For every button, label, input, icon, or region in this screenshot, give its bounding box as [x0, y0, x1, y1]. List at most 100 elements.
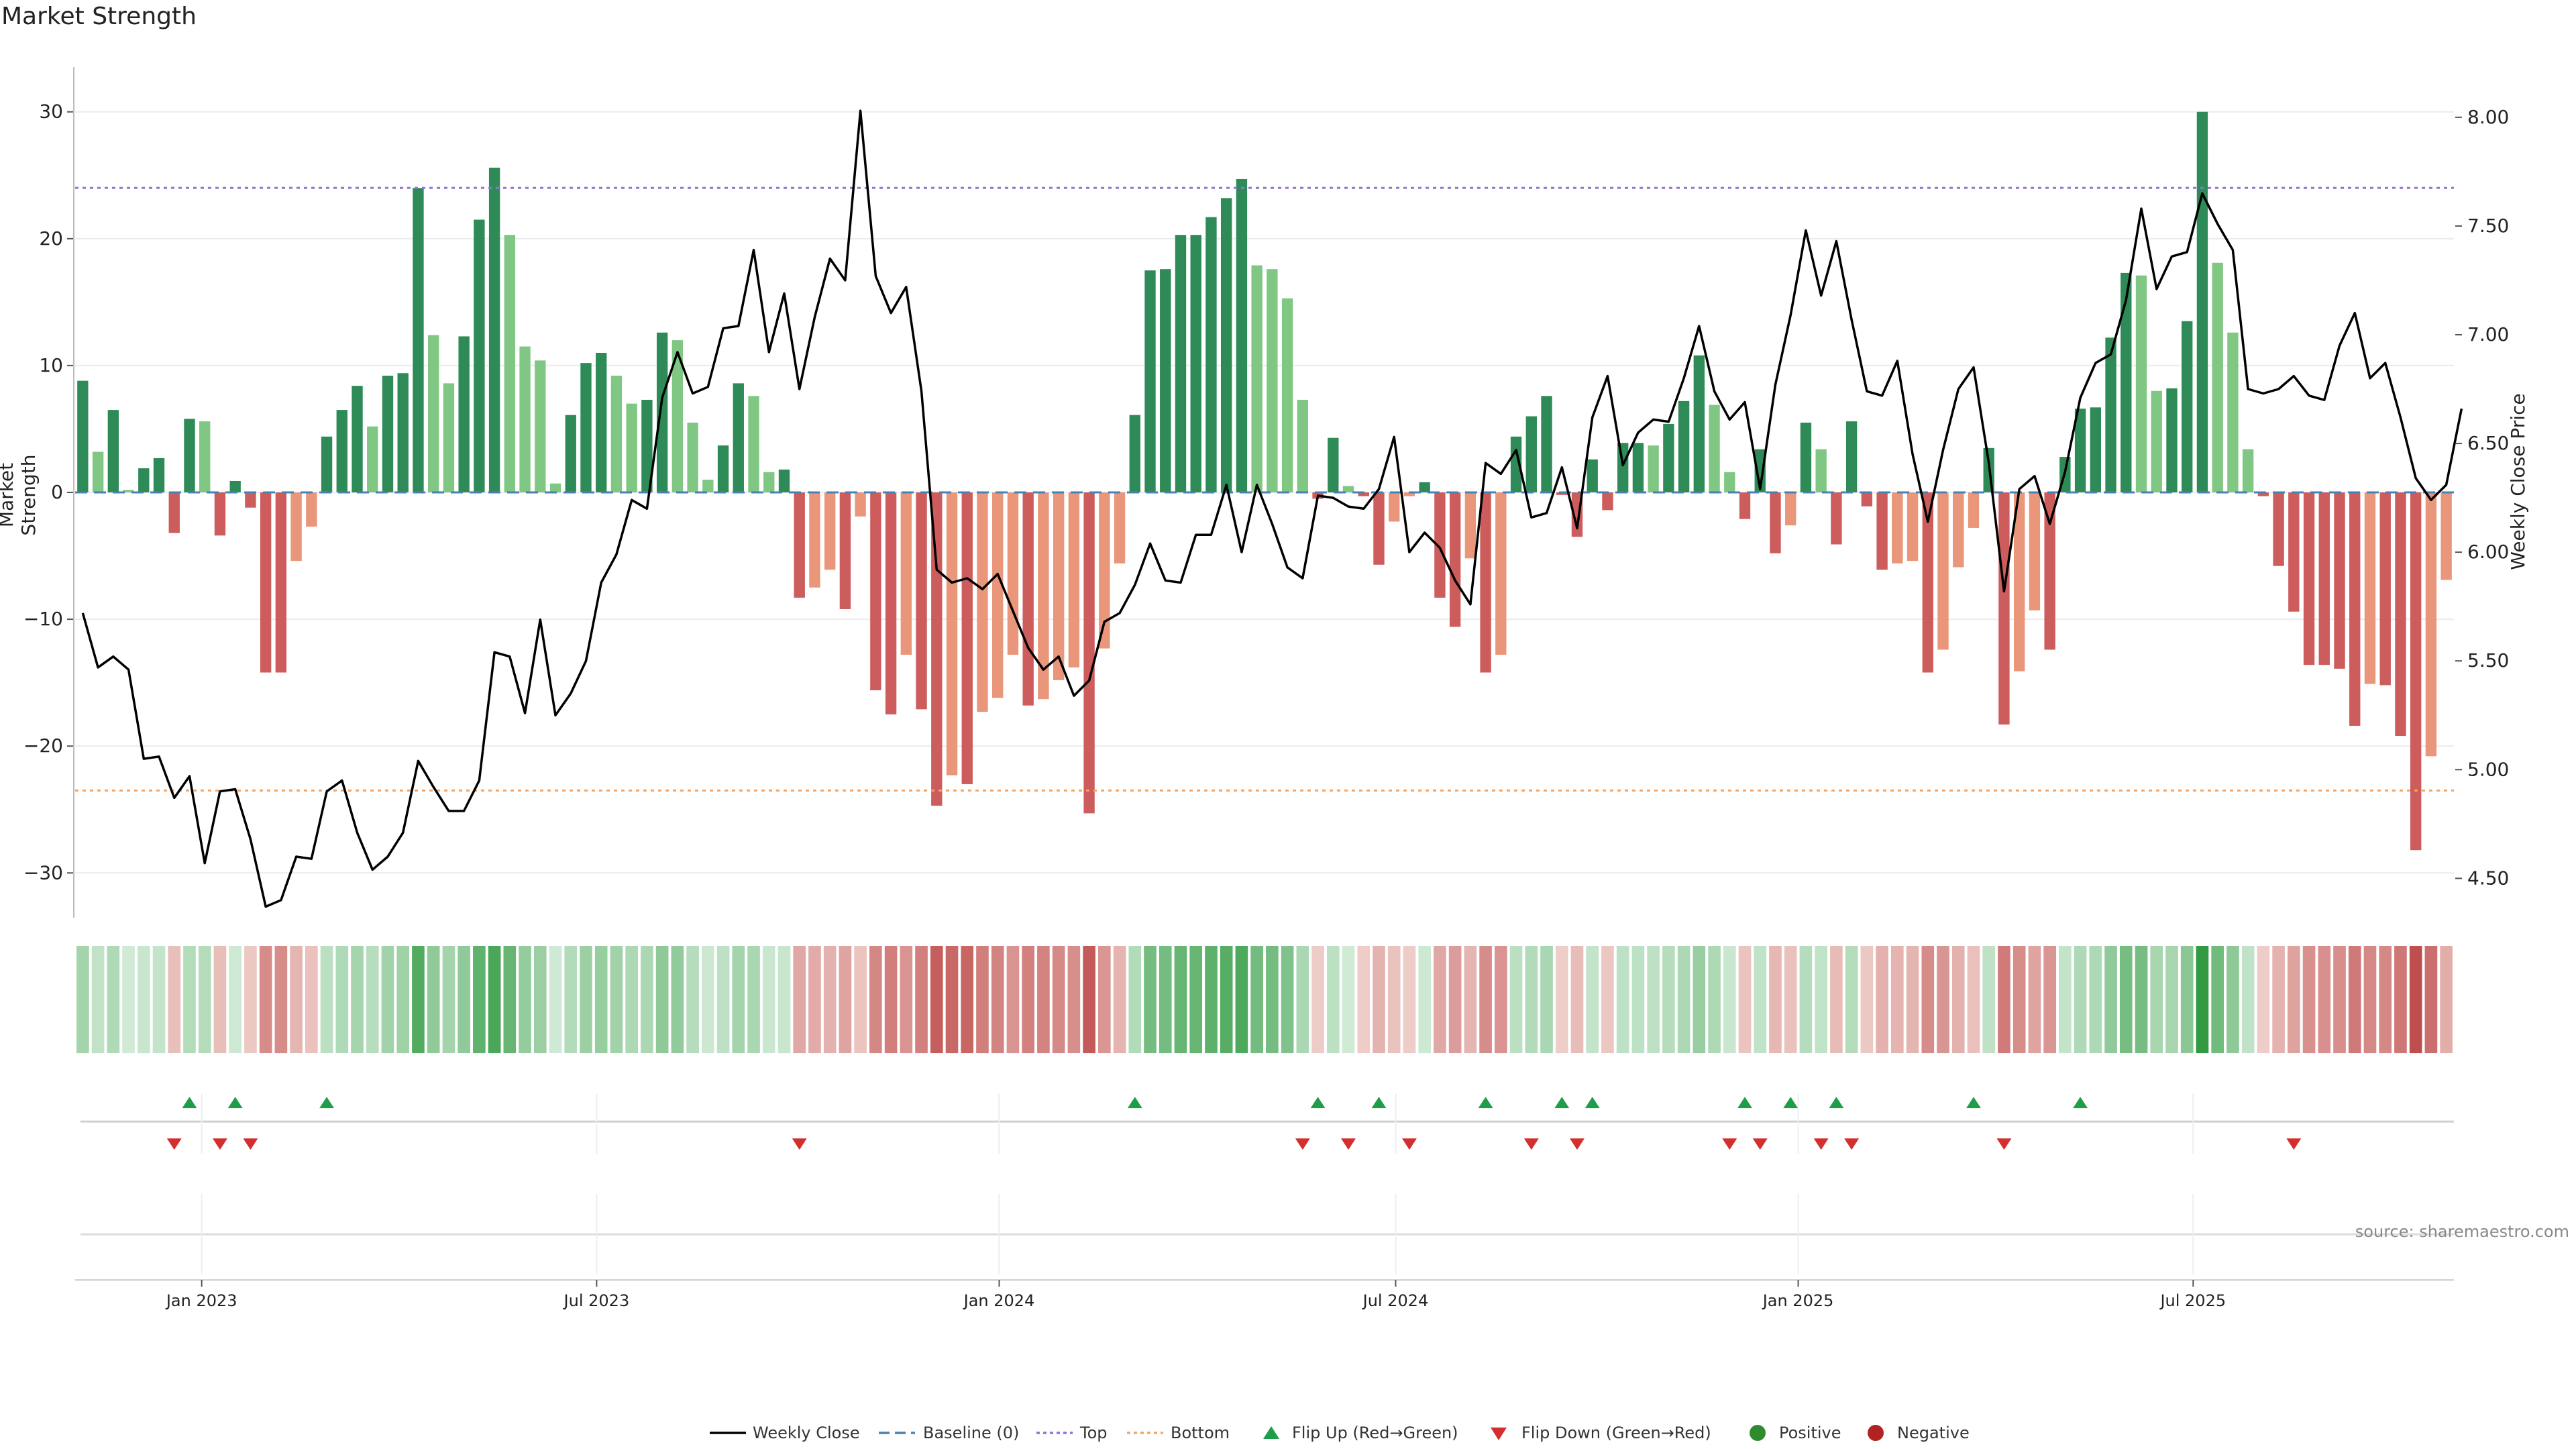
strength-bar — [2440, 492, 2452, 580]
heat-cell — [137, 946, 150, 1053]
heat-cell — [945, 946, 959, 1053]
strength-bar — [1770, 492, 1781, 553]
heat-cell — [2211, 946, 2224, 1053]
strength-bar — [336, 410, 347, 492]
heat-cell — [2043, 946, 2056, 1053]
flip-up-marker — [1966, 1097, 1981, 1108]
time-axis: Jan 2023 Jul 2023 Jan 2024 Jul 2024 Jan 2025… — [75, 1279, 2454, 1310]
heat-cell — [1555, 946, 1568, 1053]
flip-down-marker — [212, 1138, 227, 1150]
strength-bar — [199, 421, 211, 492]
strength-bar — [2242, 449, 2254, 492]
strength-bar — [1922, 492, 1933, 673]
strength-bar — [1053, 492, 1065, 680]
heat-cell — [1830, 946, 1843, 1053]
axes: −30 −20 −10 0 10 20 30 4.50 5.00 5.50 6.00 6.50 7.00… — [23, 67, 2509, 918]
heat-cell — [1235, 946, 1248, 1053]
strength-bar — [855, 492, 866, 517]
x-tick-label: Jul 2024 — [1362, 1291, 1429, 1310]
flip-down-marker — [243, 1138, 258, 1150]
flip-up-marker — [1371, 1097, 1387, 1108]
heat-cell — [335, 946, 349, 1053]
strength-bar — [2182, 321, 2193, 492]
strength-bar — [1876, 492, 1888, 570]
strength-bar — [1739, 492, 1751, 519]
heat-cell — [1342, 946, 1355, 1053]
strength-bar — [488, 167, 500, 492]
strength-bar — [1815, 449, 1827, 492]
strength-bar — [382, 376, 394, 492]
heat-cell — [1495, 946, 1507, 1053]
heat-cell — [1708, 946, 1721, 1053]
heat-cell — [519, 946, 531, 1053]
strength-bar — [2013, 492, 2025, 672]
heat-cell — [839, 946, 852, 1053]
heat-cell — [533, 946, 547, 1053]
heat-cell — [198, 946, 211, 1053]
flip-down-marker — [792, 1138, 807, 1150]
heat-cell — [1479, 946, 1492, 1053]
strength-bar — [733, 383, 744, 492]
strength-bar — [1022, 492, 1034, 706]
strength-bar — [519, 346, 531, 492]
flip-up-marker — [1310, 1097, 1326, 1108]
heat-cell — [1403, 946, 1416, 1053]
strength-bar — [565, 415, 576, 492]
heat-cell — [107, 946, 120, 1053]
strength-bar — [1892, 492, 1903, 564]
heat-cell — [2302, 946, 2316, 1053]
heat-cell — [320, 946, 333, 1053]
heat-cell — [1373, 946, 1385, 1053]
heat-cell — [1281, 946, 1294, 1053]
strength-bar — [1144, 270, 1156, 492]
x-tick-label: Jan 2023 — [165, 1291, 237, 1310]
heat-cell — [580, 946, 592, 1053]
strength-bar — [641, 399, 653, 492]
flip-down-marker — [1752, 1138, 1768, 1150]
strength-bar — [916, 492, 927, 710]
heat-cell — [1296, 946, 1309, 1053]
strength-bar — [977, 492, 988, 712]
legend-positive: Positive — [1779, 1424, 1841, 1442]
heat-cell — [1067, 946, 1081, 1053]
strength-bar — [458, 336, 470, 492]
strength-bar — [214, 492, 226, 536]
heat-cell — [458, 946, 470, 1053]
strength-bar — [2395, 492, 2406, 737]
strength-bar — [1602, 492, 1613, 511]
flip-up-marker — [1783, 1097, 1799, 1108]
heat-cell — [808, 946, 821, 1053]
heat-cell — [610, 946, 623, 1053]
legend-weekly-close: Weekly Close — [753, 1424, 860, 1442]
heat-cell — [655, 946, 669, 1053]
y2-tick-label: 5.00 — [2467, 758, 2509, 780]
heat-cell — [1845, 946, 1858, 1053]
heat-cell — [1982, 946, 1996, 1053]
heat-cell — [1311, 946, 1324, 1053]
heat-cell — [2363, 946, 2377, 1053]
strength-bar — [580, 363, 592, 492]
heat-cell — [976, 946, 989, 1053]
strength-bar — [1632, 443, 1644, 492]
strength-bar — [397, 373, 409, 492]
strength-bar — [1220, 198, 1232, 492]
heat-cell — [549, 946, 562, 1053]
strength-bar — [1083, 492, 1095, 814]
x-tick-label: Jan 2025 — [1762, 1291, 1834, 1310]
strength-bar — [900, 492, 912, 655]
heat-cell — [427, 946, 440, 1053]
strength-bar — [1678, 400, 1690, 492]
strength-bar — [168, 492, 180, 533]
strength-bar — [1495, 492, 1507, 655]
heat-cell — [1266, 946, 1279, 1053]
strength-bar — [1525, 416, 1537, 492]
heat-cell — [1876, 946, 1888, 1053]
heat-cell — [91, 946, 105, 1053]
strength-bar — [123, 490, 134, 492]
strength-bar — [1663, 423, 1674, 492]
strength-bar — [1861, 492, 1873, 506]
strength-bar — [474, 219, 485, 492]
x-tick-label: Jul 2023 — [563, 1291, 630, 1310]
heat-cell — [2318, 946, 2331, 1053]
strength-bar — [2121, 272, 2132, 492]
